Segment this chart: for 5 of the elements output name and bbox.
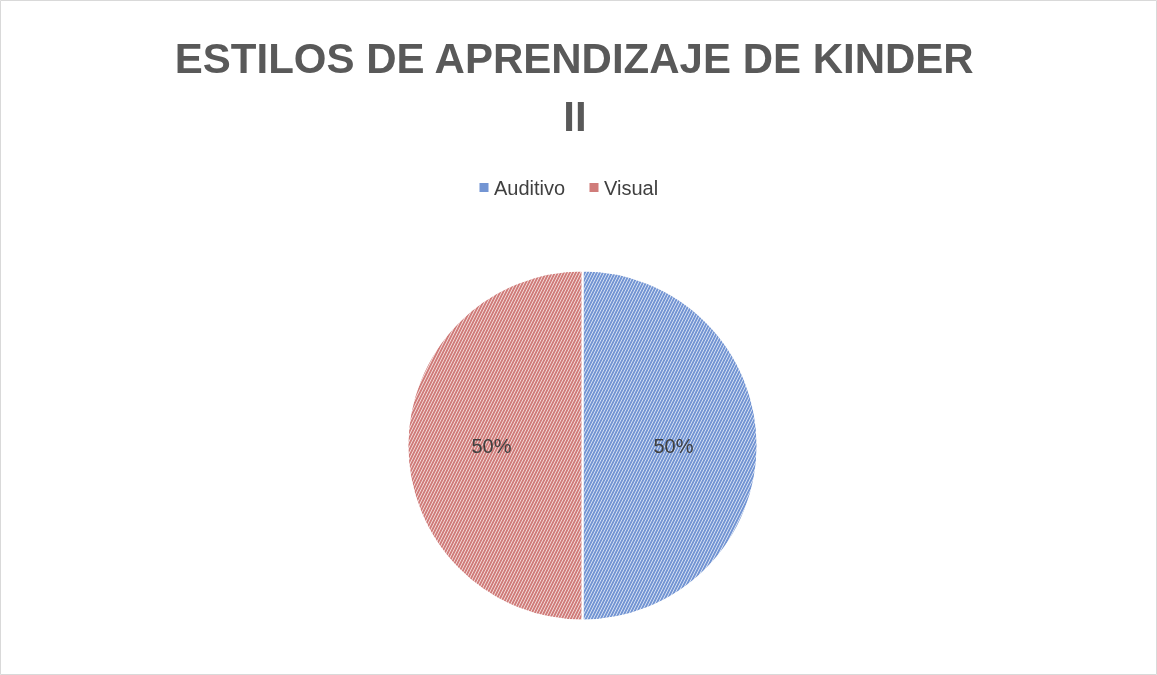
legend-label: Auditivo [494, 176, 566, 199]
data-label: 50% [471, 434, 512, 457]
data-label: 50% [653, 434, 694, 457]
legend-label: Visual [604, 176, 659, 199]
chart-title: ESTILOS DE APRENDIZAJE DE KINDER II [174, 35, 974, 140]
